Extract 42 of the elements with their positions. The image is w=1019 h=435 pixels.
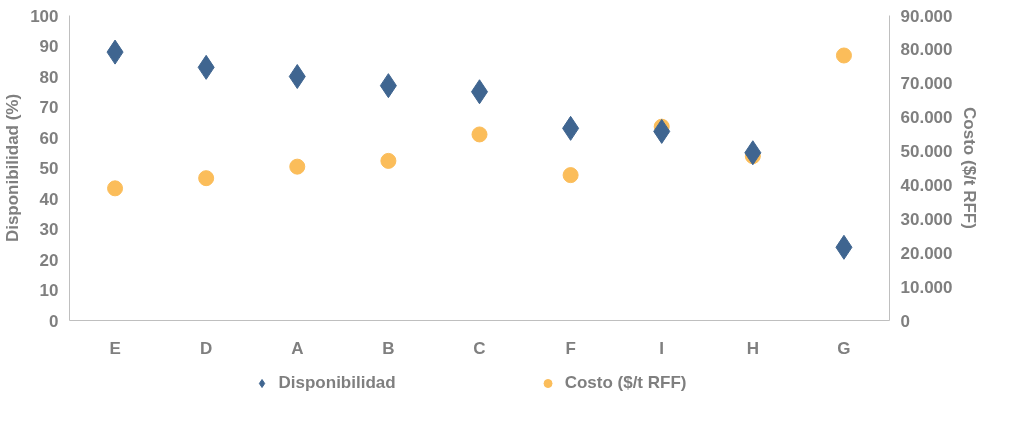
point bbox=[380, 152, 397, 169]
y2-tick-label: 80.000 bbox=[900, 40, 953, 60]
x-tick-label: F bbox=[565, 338, 576, 358]
x-tick-label: D bbox=[200, 338, 213, 358]
y-tick-label: 20 bbox=[39, 250, 59, 270]
y2-tick-label: 70.000 bbox=[900, 74, 953, 94]
y2-tick-label: 40.000 bbox=[900, 175, 953, 195]
y2-tick-label: 60.000 bbox=[900, 108, 953, 128]
x-tick-label: B bbox=[382, 338, 395, 358]
y-axis-title: Disponibilidad (%) bbox=[3, 93, 23, 243]
y-tick-label: 70 bbox=[39, 98, 59, 117]
point bbox=[562, 167, 579, 184]
point bbox=[107, 180, 124, 197]
legend-label: Costo ($/t RFF) bbox=[564, 372, 687, 393]
y2-tick-label: 30.000 bbox=[900, 209, 953, 229]
y2-tick-label: 0 bbox=[900, 311, 910, 331]
point bbox=[835, 47, 852, 64]
x-tick-label: E bbox=[109, 338, 121, 358]
y2-tick-label: 20.000 bbox=[900, 243, 953, 263]
y-tick-label: 0 bbox=[49, 311, 59, 331]
x-tick-label: H bbox=[746, 338, 759, 358]
y-tick-label: 90 bbox=[39, 37, 59, 56]
y-tick-label: 100 bbox=[30, 6, 59, 26]
legend-label: Disponibilidad bbox=[278, 372, 396, 393]
point bbox=[289, 158, 306, 175]
y2-axis-title: Costo ($/t RFF) bbox=[960, 107, 980, 229]
point bbox=[288, 64, 306, 89]
y-tick-label: 40 bbox=[39, 189, 59, 209]
y-tick-label: 80 bbox=[39, 67, 59, 87]
point bbox=[198, 170, 215, 187]
x-tick-label: G bbox=[837, 338, 851, 358]
y2-tick-label: 90.000 bbox=[900, 6, 953, 26]
x-tick-label: A bbox=[291, 338, 304, 358]
y-tick-label: 30 bbox=[39, 220, 59, 239]
y2-tick-label: 50.000 bbox=[900, 142, 953, 162]
point bbox=[471, 126, 488, 143]
x-tick-label: C bbox=[473, 338, 486, 358]
y-tick-label: 10 bbox=[39, 281, 59, 300]
y2-tick-label: 10.000 bbox=[900, 277, 953, 297]
y-tick-label: 60 bbox=[39, 128, 59, 148]
x-tick-label: I bbox=[659, 338, 665, 358]
y-tick-label: 50 bbox=[39, 159, 59, 178]
